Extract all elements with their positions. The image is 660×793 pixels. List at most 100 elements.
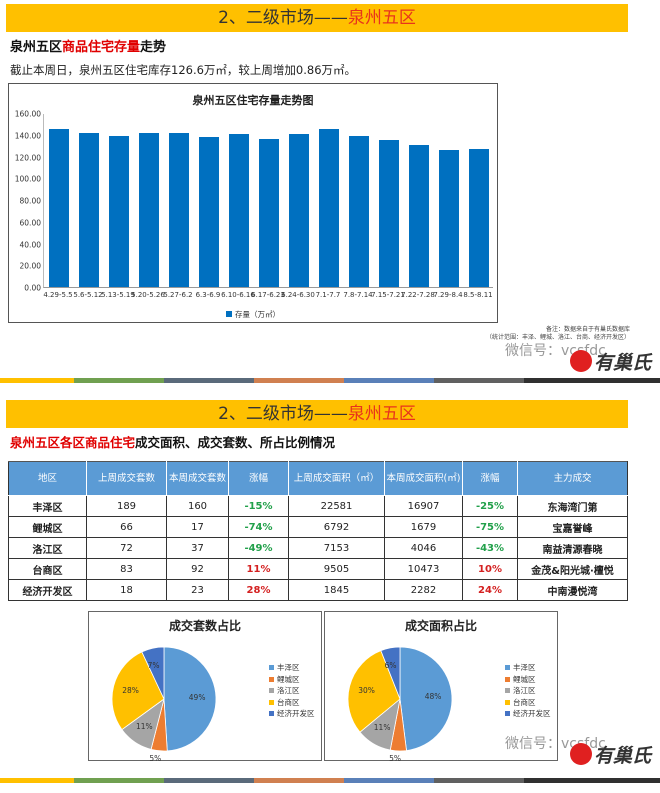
table-cell: 189 [86,495,167,517]
pie-title: 成交套数占比 [168,619,241,633]
legend-label: 洛江区 [513,686,536,695]
x-tick-label: 5.6-5.12 [73,291,103,299]
brand-name: 有巢氏 [594,352,652,374]
x-tick-label: 7.15-7.21 [371,291,405,299]
subtitle-highlight: 泉州五区各区商品住宅 [10,435,136,450]
y-tick-label: 140.00 [14,131,41,141]
y-tick-label: 80.00 [19,196,41,206]
banner-highlight: 泉州五区 [347,8,416,28]
legend-swatch [505,676,510,682]
slide-district-sales: 2、二级市场——泉州五区 泉州五区各区商品住宅成交面积、成交套数、所占比例情况 … [0,385,660,793]
legend-swatch [269,676,274,682]
legend-item: 洛江区 [505,685,551,697]
x-tick-label: 7.29-8.4 [433,291,463,299]
legend-item: 丰泽区 [269,662,315,674]
table-cell: 1679 [384,516,463,538]
legend-item: 鲤城区 [505,674,551,686]
table-cell: 4046 [384,537,463,559]
x-tick-label: 6.3-6.9 [195,291,221,299]
pie-legend: 丰泽区 鲤城区 洛江区 台商区 经济开发区 [505,662,551,720]
pie-graphic [347,646,453,752]
table-cell: -49% [228,537,289,559]
pie-slice [347,650,401,733]
legend-item: 经济开发区 [269,708,315,720]
pie-title: 成交面积占比 [404,619,477,633]
table-cell: 18 [86,579,167,601]
area-share-pie-chart: 成交面积占比 丰泽区 鲤城区 洛江区 台商区 经济开发区 48% 5% 11% 30% 6% [324,611,558,763]
table-cell: 24% [462,579,518,601]
table-cell: 鲤城区 [8,516,87,538]
units-share-pie-chart: 成交套数占比 丰泽区 鲤城区 洛江区 台商区 经济开发区 49% 5% 11% 28% 7% [88,611,322,763]
x-tick-label: 4.29-5.5 [43,291,73,299]
bar [469,149,489,287]
color-stripe [0,778,660,783]
y-tick-label: 120.00 [14,153,41,162]
footnote: 备注：数据来自于有巢氏数据库 （统计范围：丰泽、鲤城、洛江、台商、经济开发区） [420,326,630,342]
col-header: 涨幅 [462,461,518,496]
x-tick-label: 5.20-5.26 [131,291,165,299]
subtitle-part: 成交面积、成交套数、所占比例情况 [135,435,336,450]
section-banner: 2、二级市场——泉州五区 [6,4,628,32]
pie-data-label: 11% [373,723,391,733]
footnote-line: （统计范围：丰泽、鲤城、洛江、台商、经济开发区） [485,334,630,341]
x-tick-label: 7.1-7.7 [315,291,341,299]
table-cell: 7153 [288,537,385,559]
pie-slice [380,646,401,700]
district-sales-table: 地区 上周成交套数 本周成交套数 涨幅 上周成交面积（㎡） 本周成交面积(㎡) … [8,461,628,601]
table-cell: 10% [462,558,518,580]
y-tick-label: 20.00 [19,261,41,271]
legend-swatch [269,688,274,693]
pie-data-label: 7% [147,661,160,670]
section-subtitle: 泉州五区商品住宅存量走势 [10,36,166,55]
banner-prefix: 2、二级市场—— [218,404,348,424]
pie-graphic [111,646,217,752]
x-tick-label: 5.13-5.19 [101,291,135,299]
col-header: 本周成交面积(㎡) [384,461,463,496]
pie-data-label: 5% [389,753,402,763]
bar [289,133,309,287]
table-cell: 92 [166,558,229,580]
bar [349,135,369,287]
table-cell: 洛江区 [8,537,87,559]
pie-data-label: 28% [122,685,139,695]
legend-item: 台商区 [269,697,315,709]
table-cell: 22581 [288,495,385,517]
table-cell: 金茂&阳光城·檀悦 [517,558,628,580]
inventory-bar-chart: 泉州五区住宅存量走势图 160.00 140.00 120.00 100.00 80.0… [8,83,498,323]
plot-area [43,114,493,288]
pie-slice [399,646,453,752]
x-tick-label: 8.5-8.11 [463,291,493,299]
table-cell: 83 [86,558,167,580]
x-tick-label: 7.8-7.14 [343,291,373,299]
bar [79,132,99,287]
legend-swatch [226,311,232,317]
legend-label: 经济开发区 [277,709,315,718]
x-tick-label: 7.22-7.28 [401,291,435,299]
col-header: 主力成交 [517,461,628,496]
brand-logo-icon [570,743,592,765]
pie-slice [163,646,217,752]
y-axis: 160.00 140.00 120.00 100.00 80.00 60.00 40.00 2… [9,110,41,293]
brand-logo-icon [570,350,592,372]
legend-label: 存量（万㎡） [235,310,280,319]
legend-item: 洛江区 [269,685,315,697]
legend-swatch [269,665,274,670]
section-subtitle: 泉州五区各区商品住宅成交面积、成交套数、所占比例情况 [10,432,335,451]
y-tick-label: 60.00 [19,218,41,228]
inventory-description: 截止本周日，泉州五区住宅库存126.6万㎡，较上周增加0.86万㎡。 [10,63,357,77]
legend-label: 丰泽区 [513,663,536,672]
brand-name: 有巢氏 [594,745,652,767]
table-cell: 17 [166,516,229,538]
table-cell: -15% [228,495,289,517]
x-tick-label: 6.10-6.16 [221,291,255,299]
table-cell: 11% [228,558,289,580]
table-row: 鲤城区 66 17 -74% 6792 1679 -75% 宝嘉誉峰 [8,516,628,538]
col-header: 涨幅 [228,461,289,496]
x-tick-label: 6.24-6.30 [281,291,315,299]
pie-legend: 丰泽区 鲤城区 洛江区 台商区 经济开发区 [269,662,315,720]
table-cell: 72 [86,537,167,559]
table-cell: 中南漫悦湾 [517,579,628,601]
table-cell: 37 [166,537,229,559]
legend-item: 丰泽区 [505,662,551,674]
table-cell: -25% [462,495,518,517]
